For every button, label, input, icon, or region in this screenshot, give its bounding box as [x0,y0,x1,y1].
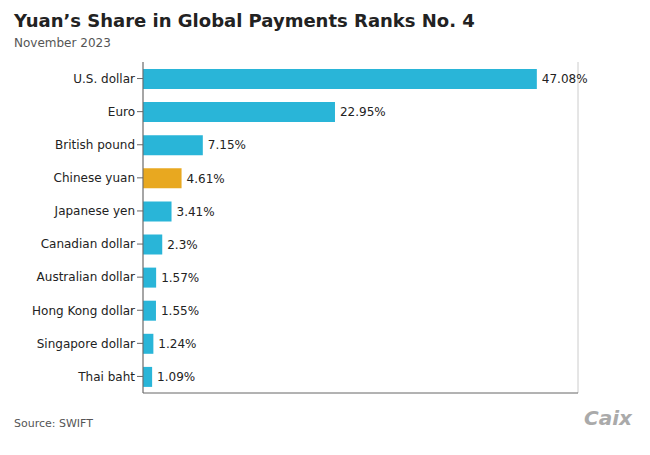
svg-text:3.41%: 3.41% [177,205,215,219]
svg-text:British pound: British pound [55,138,135,152]
svg-text:Singapore dollar: Singapore dollar [37,337,135,351]
svg-text:Euro: Euro [108,105,135,119]
svg-text:U.S. dollar: U.S. dollar [73,72,135,86]
svg-text:4.61%: 4.61% [187,172,225,186]
svg-text:Canadian dollar: Canadian dollar [41,237,135,251]
svg-text:1.55%: 1.55% [161,304,199,318]
html-text:Source: SWIFT: Source: SWIFT [14,417,93,430]
svg-text:2.3%: 2.3% [167,238,198,252]
html-text:Yuan’s Share in Global Payment: Yuan’s Share in Global Payments Ranks No… [14,10,475,31]
svg-text:7.15%: 7.15% [208,138,246,152]
html-text:Caix: Caix [584,406,632,430]
svg-text:Thai baht: Thai baht [77,370,135,384]
svg-text:Chinese yuan: Chinese yuan [54,171,135,185]
svg-text:1.09%: 1.09% [157,370,195,384]
svg-text:Hong Kong dollar: Hong Kong dollar [32,304,135,318]
svg-text:22.95%: 22.95% [340,105,386,119]
svg-text:47.08%: 47.08% [542,72,588,86]
html-text:November 2023: November 2023 [14,36,111,50]
svg-text:Japanese yen: Japanese yen [54,204,135,218]
svg-text:1.57%: 1.57% [161,271,199,285]
svg-text:1.24%: 1.24% [158,337,196,351]
svg-text:Australian dollar: Australian dollar [37,270,135,284]
